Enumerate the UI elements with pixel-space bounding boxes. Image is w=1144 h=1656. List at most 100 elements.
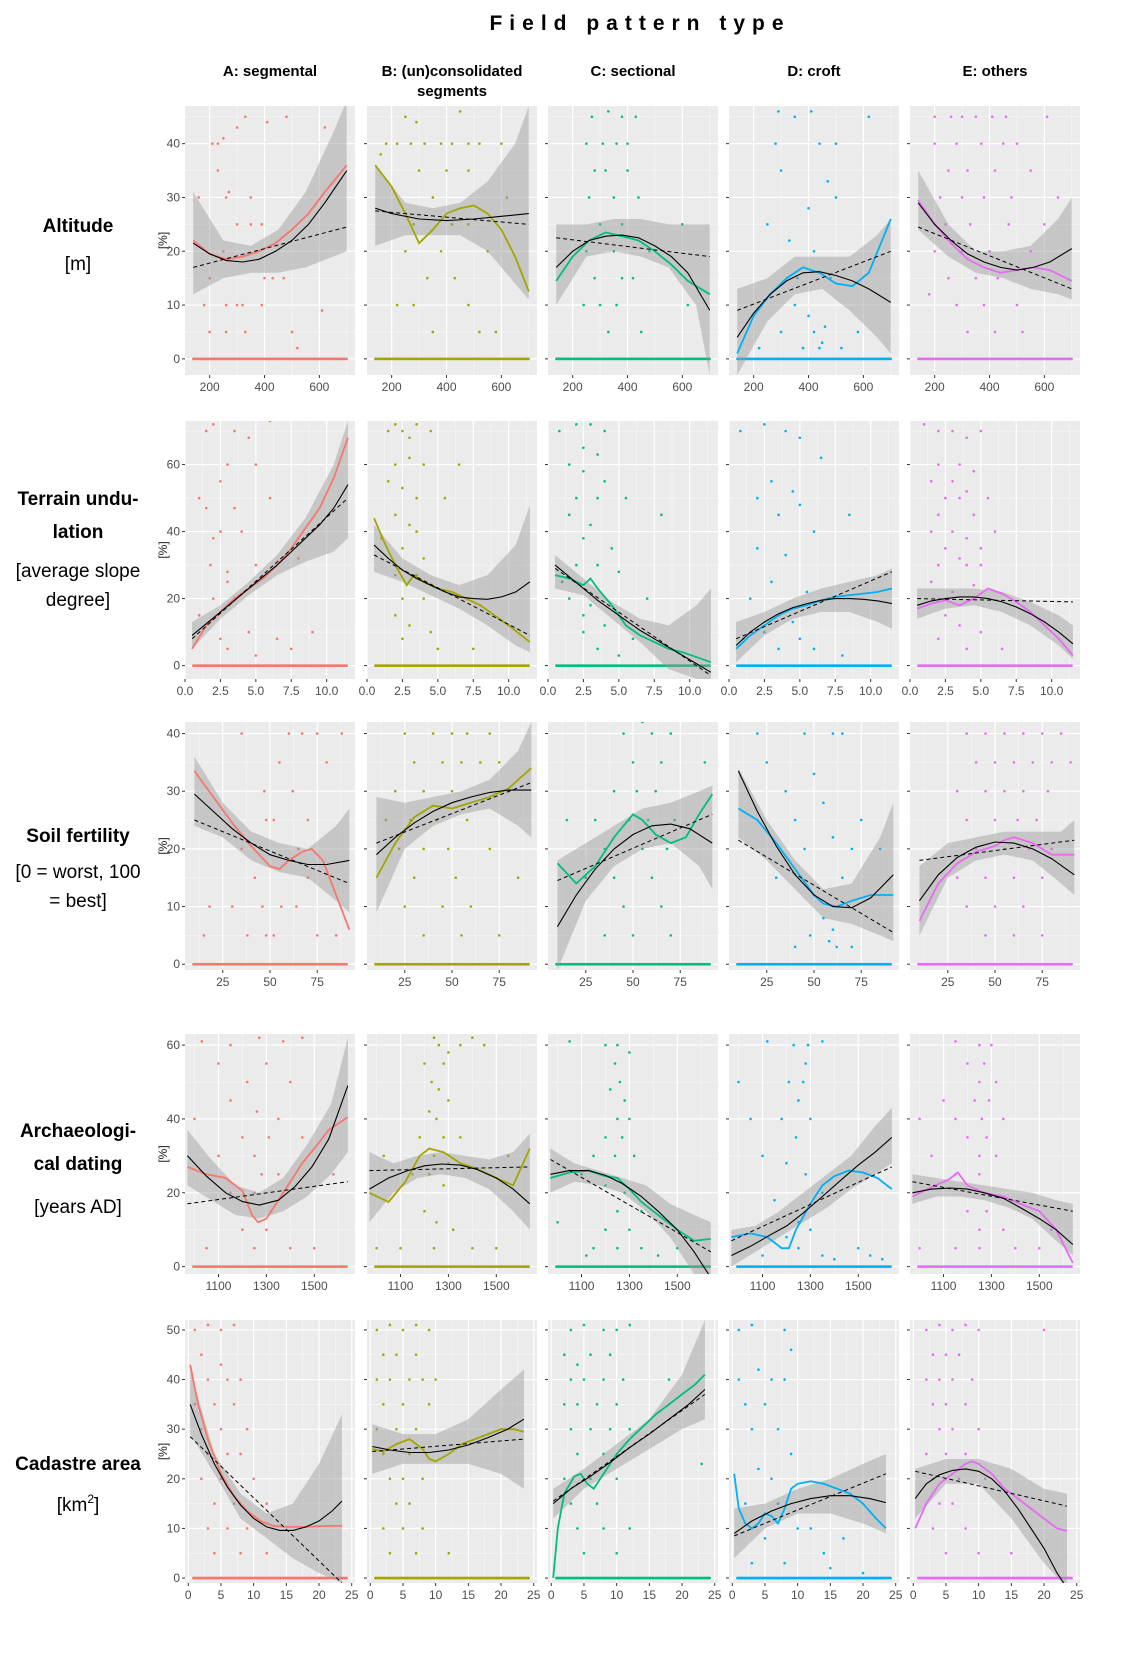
data-point <box>737 1080 740 1084</box>
data-point <box>568 1040 571 1043</box>
data-point <box>441 905 444 908</box>
x-tick-label: 50 <box>263 975 277 989</box>
data-point <box>964 1452 967 1456</box>
loess-curve <box>555 231 711 296</box>
data-point <box>401 1527 405 1530</box>
data-point <box>812 330 816 334</box>
data-point <box>669 934 673 937</box>
data-point <box>414 1427 418 1431</box>
data-point <box>432 1036 436 1039</box>
data-point <box>835 945 838 949</box>
data-point <box>246 934 249 937</box>
data-point <box>615 142 618 145</box>
data-point <box>422 789 425 793</box>
data-point <box>1045 115 1049 119</box>
data-point <box>922 423 926 426</box>
data-point <box>245 1080 249 1084</box>
data-point <box>379 153 383 156</box>
data-point <box>927 293 931 296</box>
data-point <box>1029 169 1032 172</box>
data-point <box>467 142 470 145</box>
data-point <box>239 1452 242 1456</box>
data-point <box>972 513 976 517</box>
data-point <box>291 789 294 793</box>
data-point <box>483 1043 486 1047</box>
data-point <box>602 1328 605 1332</box>
data-point <box>809 1117 812 1121</box>
data-point <box>434 1378 437 1381</box>
panel-plot-area <box>369 1036 531 1269</box>
data-point <box>822 916 825 920</box>
quadratic-fit <box>912 1187 1074 1245</box>
x-tick-label: 7.5 <box>1008 684 1025 698</box>
x-tick-label: 5 <box>218 1588 225 1602</box>
data-point <box>592 1154 595 1158</box>
panel-plot-area <box>731 1040 893 1269</box>
confidence-band <box>917 588 1073 659</box>
linear-fit <box>372 1438 524 1452</box>
data-point <box>744 1502 747 1505</box>
data-point <box>791 620 795 624</box>
data-point <box>245 1427 249 1431</box>
data-point <box>620 276 624 280</box>
x-tick-label: 0 <box>367 1588 374 1602</box>
data-point <box>486 249 489 253</box>
data-point <box>272 818 276 822</box>
data-point-zero <box>1070 1265 1073 1269</box>
panel-plot-area <box>554 423 712 679</box>
data-point <box>993 818 997 822</box>
linear-fit <box>738 839 894 933</box>
y-tick-label: 20 <box>167 1472 181 1486</box>
y-tick-label: 0 <box>173 1571 180 1585</box>
data-point <box>312 1246 316 1250</box>
data-point <box>757 346 761 350</box>
data-point <box>488 847 492 851</box>
data-point <box>628 1228 631 1231</box>
y-tick-label: 10 <box>167 900 181 914</box>
confidence-band <box>376 722 532 913</box>
data-point-zero <box>708 664 711 667</box>
data-point <box>263 789 266 793</box>
data-point <box>576 1363 579 1366</box>
x-tick-label: 5.0 <box>972 684 989 698</box>
data-point <box>287 732 291 735</box>
data-point <box>265 1551 269 1555</box>
x-tick-label: 400 <box>437 380 457 394</box>
data-point <box>204 429 208 433</box>
data-point <box>983 1477 987 1481</box>
data-point <box>806 1043 810 1047</box>
panel-plot-area <box>733 1323 892 1580</box>
data-point <box>1004 115 1008 119</box>
data-point <box>1040 876 1044 880</box>
y-tick-label: 60 <box>167 1038 181 1052</box>
data-point <box>965 536 968 540</box>
data-point <box>750 1561 754 1565</box>
data-point <box>978 1080 981 1084</box>
data-point-zero <box>889 962 892 966</box>
data-point <box>937 429 940 433</box>
data-point <box>395 1427 398 1431</box>
x-tick-label: 2.5 <box>575 684 592 698</box>
data-point <box>422 463 425 466</box>
x-tick-label: 0.0 <box>540 684 557 698</box>
data-point <box>631 761 635 764</box>
data-point <box>756 496 759 500</box>
data-point <box>1002 1228 1005 1231</box>
data-point <box>994 1154 998 1158</box>
panel-plot-area <box>912 1040 1074 1269</box>
panel-plot-area <box>555 110 711 375</box>
data-point <box>408 456 411 460</box>
data-point <box>401 597 404 600</box>
data-point <box>964 1403 967 1406</box>
data-point <box>429 630 433 634</box>
y-tick-label: 40 <box>167 1373 181 1387</box>
confidence-band <box>193 106 347 295</box>
data-point <box>596 453 599 456</box>
data-point <box>467 169 470 172</box>
linear-fit <box>734 1473 887 1537</box>
data-point <box>770 480 773 483</box>
panel: 1100 1300 1500 <box>726 1034 899 1293</box>
linear-fit <box>189 1436 343 1583</box>
data-point <box>1007 223 1011 226</box>
data-point <box>602 1527 605 1530</box>
